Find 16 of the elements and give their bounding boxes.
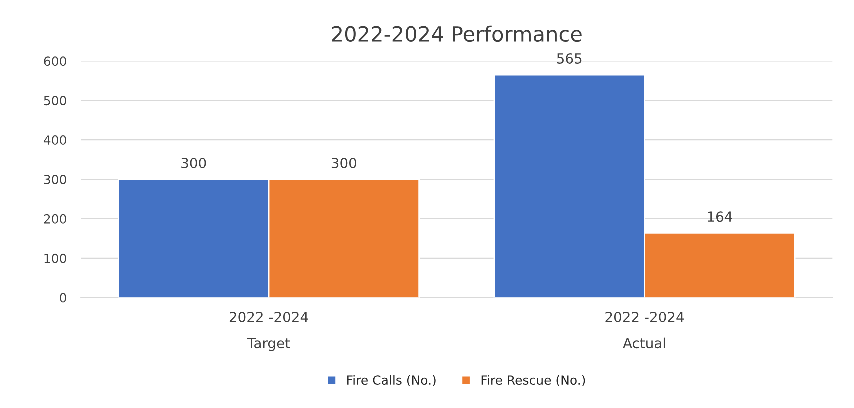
x-tick-label: 2022 -2024 Target xyxy=(230,312,308,352)
y-tick-label: 500 xyxy=(44,96,66,106)
y-tick-label: 200 xyxy=(44,214,66,224)
y-tick-label: 300 xyxy=(44,174,66,184)
y-tick-label: 100 xyxy=(44,254,66,264)
chart-title: 2022-2024 Performance xyxy=(332,26,582,42)
data-label: 300 xyxy=(332,158,356,168)
legend-label: Fire Rescue (No.) xyxy=(482,375,586,386)
y-tick-label: 600 xyxy=(44,56,66,66)
y-tick-label: 0 xyxy=(60,293,66,303)
data-label: 565 xyxy=(557,53,582,64)
x-tick-label: 2022 -2024 Actual xyxy=(606,312,684,349)
data-label: 300 xyxy=(182,158,206,168)
data-label: 164 xyxy=(708,212,732,222)
legend-label: Fire Calls (No.) xyxy=(348,375,436,386)
y-tick-label: 400 xyxy=(44,136,66,146)
